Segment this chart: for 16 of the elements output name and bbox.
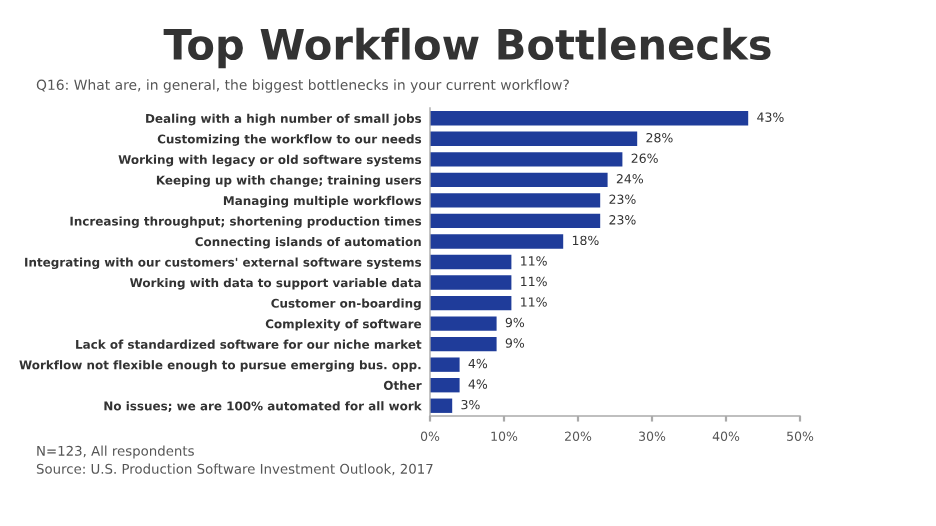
bar [430, 172, 608, 188]
bar [430, 316, 497, 331]
bar [430, 336, 497, 352]
bar [430, 295, 512, 311]
chart-title: Top Workflow Bottlenecks [163, 27, 771, 69]
bar [430, 254, 512, 270]
bar [430, 398, 453, 413]
bar [430, 131, 638, 146]
bar [430, 111, 749, 126]
bar [430, 275, 512, 290]
bar [430, 152, 623, 167]
bar [430, 357, 460, 372]
bar [430, 234, 564, 249]
bar [430, 193, 601, 208]
bar [430, 378, 460, 393]
bar [430, 213, 601, 229]
